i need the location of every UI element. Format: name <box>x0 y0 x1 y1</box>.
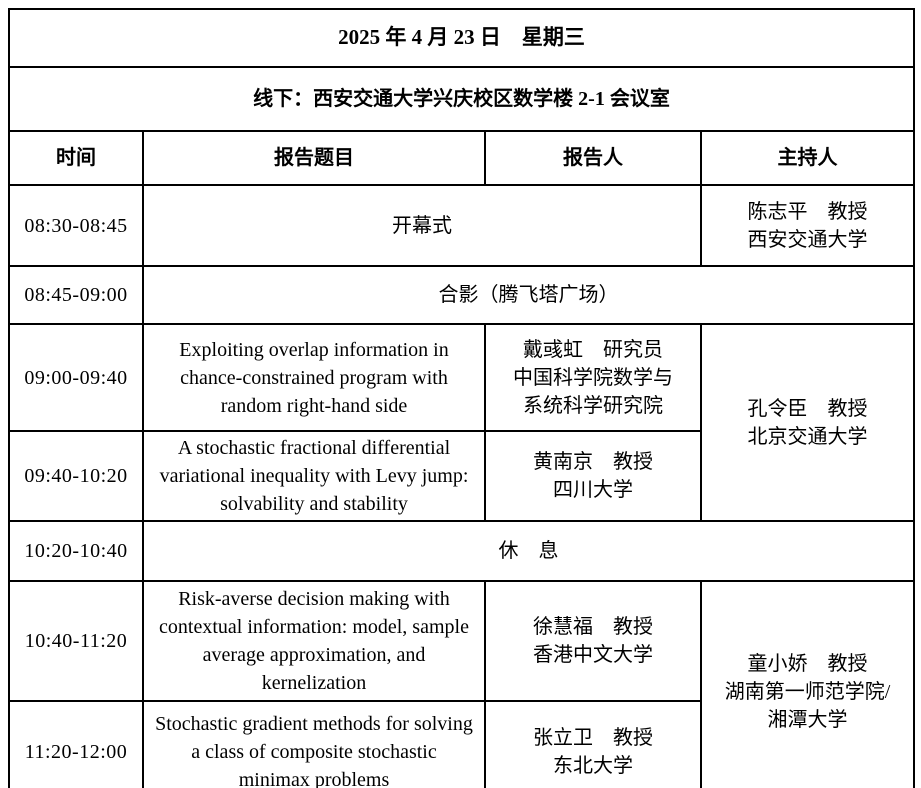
time-cell: 08:30-08:45 <box>8 184 144 267</box>
time-cell: 10:20-10:40 <box>8 520 144 582</box>
title-cell: Exploiting overlap information in chance… <box>142 323 486 432</box>
title-cell: A stochastic fractional differential var… <box>142 430 486 522</box>
event-cell: 合影（腾飞塔广场） <box>142 265 915 325</box>
schedule-row-talk2: 09:40-10:20 A stochastic fractional diff… <box>8 430 914 522</box>
venue-row: 线下：西安交通大学兴庆校区数学楼 2-1 会议室 <box>8 66 915 132</box>
event-cell: 休 息 <box>142 520 915 582</box>
col-header-title: 报告题目 <box>142 130 486 186</box>
time-cell: 10:40-11:20 <box>8 580 144 702</box>
schedule-row-break: 10:20-10:40 休 息 <box>8 520 915 582</box>
col-header-chair: 主持人 <box>700 130 915 186</box>
column-header-row: 时间 报告题目 报告人 主持人 <box>8 130 915 186</box>
col-header-speaker: 报告人 <box>484 130 702 186</box>
time-cell: 08:45-09:00 <box>8 265 144 325</box>
time-cell: 09:40-10:20 <box>8 430 144 522</box>
chair-cell: 陈志平 教授 西安交通大学 <box>700 184 915 267</box>
col-header-time: 时间 <box>8 130 144 186</box>
speaker-cell: 徐慧福 教授 香港中文大学 <box>484 580 702 702</box>
schedule-row-opening: 08:30-08:45 开幕式 陈志平 教授 西安交通大学 <box>8 184 915 267</box>
schedule-row-talk4: 11:20-12:00 Stochastic gradient methods … <box>8 700 914 788</box>
time-cell: 09:00-09:40 <box>8 323 144 432</box>
schedule-row-talk3: 10:40-11:20 Risk-averse decision making … <box>8 580 915 788</box>
schedule-row-talk1: 09:00-09:40 Exploiting overlap informati… <box>8 323 915 522</box>
conference-date: 2025 年 4 月 23 日 星期三 <box>8 8 915 68</box>
conference-venue: 线下：西安交通大学兴庆校区数学楼 2-1 会议室 <box>8 66 915 132</box>
date-row: 2025 年 4 月 23 日 星期三 <box>8 8 915 68</box>
event-cell: 开幕式 <box>142 184 702 267</box>
chair-cell: 孔令臣 教授 北京交通大学 <box>700 323 915 522</box>
speaker-cell: 黄南京 教授 四川大学 <box>484 430 702 522</box>
speaker-cell: 张立卫 教授 东北大学 <box>484 700 702 788</box>
chair-cell: 童小娇 教授 湖南第一师范学院/ 湘潭大学 <box>700 580 915 788</box>
schedule-table: 2025 年 4 月 23 日 星期三 线下：西安交通大学兴庆校区数学楼 2-1… <box>8 8 915 788</box>
time-cell: 11:20-12:00 <box>8 700 144 788</box>
title-cell: Risk-averse decision making with context… <box>142 580 486 702</box>
title-cell: Stochastic gradient methods for solving … <box>142 700 486 788</box>
speaker-cell: 戴彧虹 研究员 中国科学院数学与 系统科学研究院 <box>484 323 702 432</box>
schedule-row-photo: 08:45-09:00 合影（腾飞塔广场） <box>8 265 915 325</box>
